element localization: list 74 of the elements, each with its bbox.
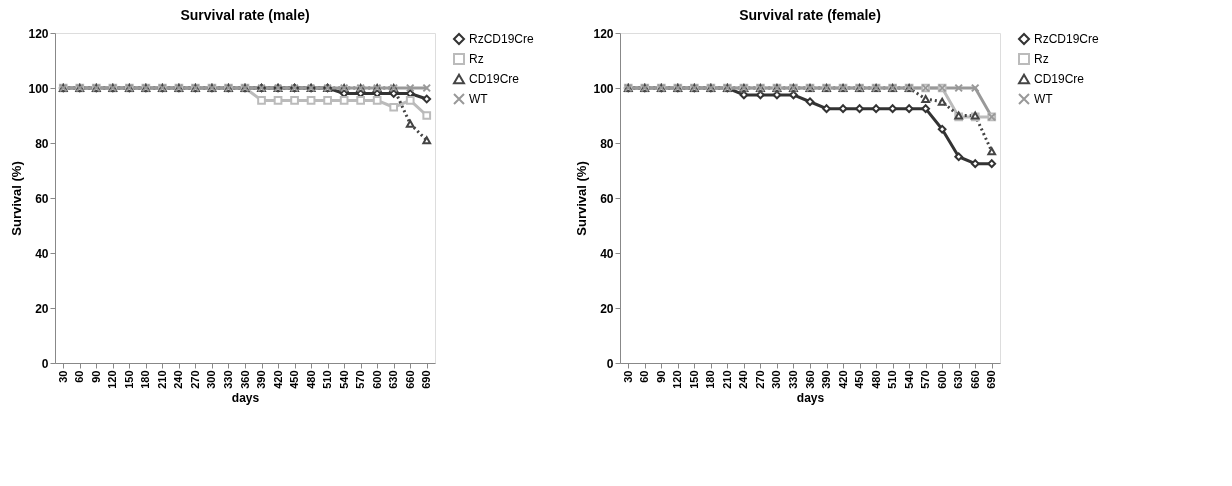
x-axis-title: days (796, 390, 825, 405)
legend-label: CD19Cre (469, 72, 520, 86)
x-tick-label: 420 (836, 370, 849, 389)
y-axis-title: Survival (%) (9, 161, 25, 236)
y-tick-label: 20 (600, 301, 614, 316)
x-tick-label: 180 (139, 370, 152, 389)
x-tick-label: 210 (720, 370, 733, 389)
x-tick-label: 660 (403, 370, 416, 389)
y-tick-label: 40 (35, 246, 49, 261)
chart-title: Survival rate (female) (739, 7, 881, 23)
y-axis-title: Survival (%) (574, 161, 590, 236)
x-tick-label: 360 (238, 370, 251, 389)
x-tick-label: 150 (687, 370, 700, 389)
x-tick-label: 330 (786, 370, 799, 389)
x-tick-label: 150 (122, 370, 135, 389)
y-tick-label: 0 (606, 356, 614, 371)
x-tick-label: 390 (255, 370, 268, 389)
x-tick-label: 450 (853, 370, 866, 389)
x-tick-label: 390 (820, 370, 833, 389)
y-tick-label: 20 (35, 301, 49, 316)
y-tick-label: 100 (28, 81, 49, 96)
x-tick-label: 360 (803, 370, 816, 389)
legend-label: WT (469, 92, 489, 106)
x-tick-label: 120 (106, 370, 119, 389)
x-tick-label: 90 (89, 370, 102, 383)
x-tick-label: 660 (968, 370, 981, 389)
x-tick-label: 90 (654, 370, 667, 383)
legend-label: WT (1034, 92, 1054, 106)
x-tick-label: 240 (737, 370, 750, 389)
x-tick-label: 120 (671, 370, 684, 389)
x-axis-title: days (231, 390, 260, 405)
y-tick-label: 0 (41, 356, 49, 371)
x-tick-label: 450 (288, 370, 301, 389)
x-tick-label: 210 (155, 370, 168, 389)
x-tick-label: 570 (919, 370, 932, 389)
x-tick-label: 270 (188, 370, 201, 389)
legend-label: Rz (469, 52, 484, 66)
y-tick-label: 80 (35, 136, 49, 151)
y-tick-label: 60 (600, 191, 614, 206)
y-tick-label: 120 (28, 26, 49, 41)
legend-label: RzCD19Cre (469, 32, 535, 46)
y-tick-label: 120 (593, 26, 614, 41)
x-tick-label: 510 (321, 370, 334, 389)
x-tick-label: 60 (638, 370, 651, 383)
x-tick-label: 240 (172, 370, 185, 389)
legend-label: RzCD19Cre (1034, 32, 1100, 46)
x-tick-label: 480 (869, 370, 882, 389)
y-tick-label: 80 (600, 136, 614, 151)
x-tick-label: 300 (770, 370, 783, 389)
x-tick-label: 690 (420, 370, 433, 389)
y-tick-label: 40 (600, 246, 614, 261)
x-tick-label: 180 (704, 370, 717, 389)
x-tick-label: 690 (985, 370, 998, 389)
y-tick-label: 100 (593, 81, 614, 96)
x-tick-label: 540 (337, 370, 350, 389)
x-tick-label: 540 (902, 370, 915, 389)
x-tick-label: 630 (387, 370, 400, 389)
x-tick-label: 570 (354, 370, 367, 389)
x-tick-label: 510 (886, 370, 899, 389)
x-tick-label: 480 (304, 370, 317, 389)
x-tick-label: 300 (205, 370, 218, 389)
legend-label: Rz (1034, 52, 1049, 66)
x-tick-label: 30 (621, 370, 634, 383)
x-tick-label: 600 (370, 370, 383, 389)
x-tick-label: 630 (952, 370, 965, 389)
x-tick-label: 30 (56, 370, 69, 383)
x-tick-label: 60 (73, 370, 86, 383)
x-tick-label: 270 (753, 370, 766, 389)
x-tick-label: 330 (221, 370, 234, 389)
x-tick-label: 600 (935, 370, 948, 389)
chart-title: Survival rate (male) (180, 7, 310, 23)
x-tick-label: 420 (271, 370, 284, 389)
y-tick-label: 60 (35, 191, 49, 206)
legend-label: CD19Cre (1034, 72, 1085, 86)
